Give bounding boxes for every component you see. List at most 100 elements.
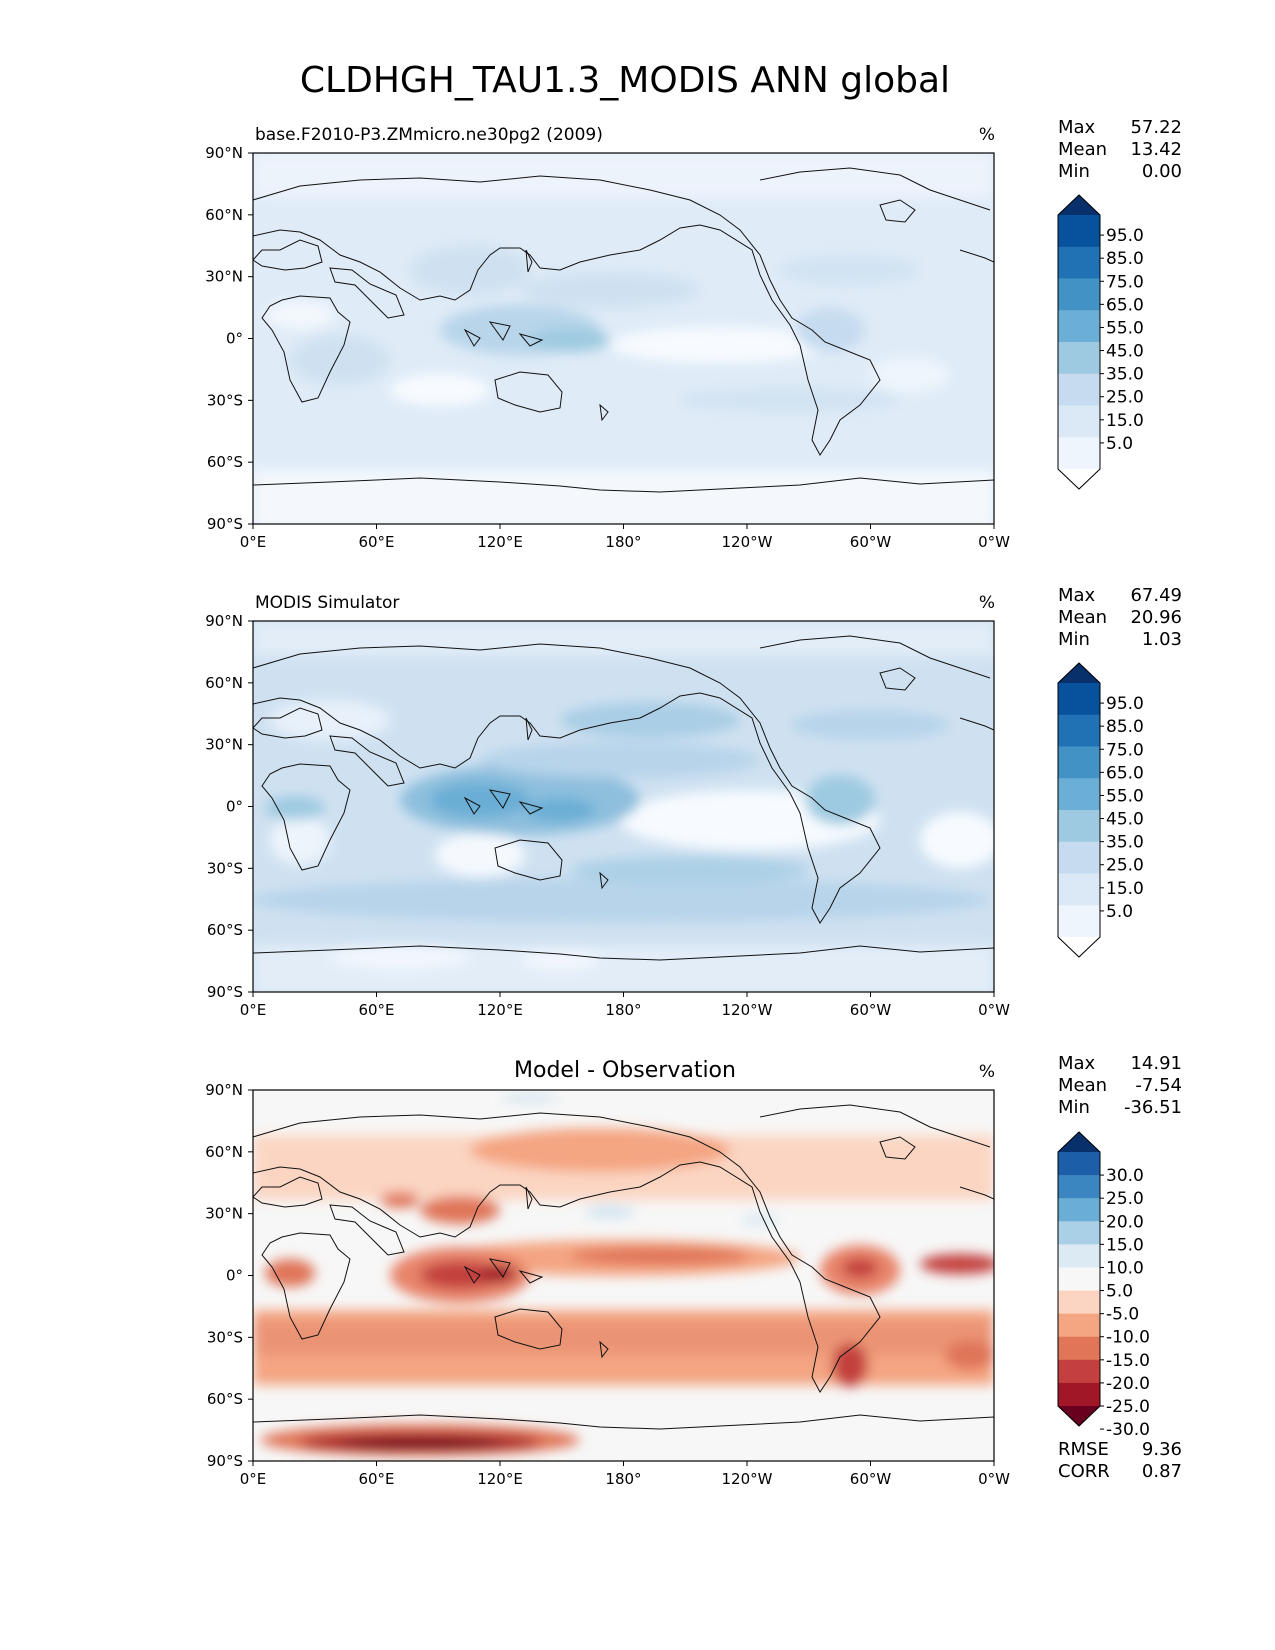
colorbar-segment	[1058, 1267, 1100, 1292]
lat-tick-label: 90°S	[207, 983, 243, 1001]
stat-mean-label: Mean	[1058, 607, 1107, 628]
panel-model-stats: Max 57.22 Mean 13.42 Min 0.00	[1058, 117, 1182, 182]
colorbar-label: 55.0	[1106, 318, 1144, 338]
stat-mean-label: Mean	[1058, 139, 1107, 160]
lat-tick-label: 30°N	[205, 1205, 243, 1223]
lon-tick-label: 60°E	[358, 1470, 394, 1488]
stat-min-value: 0.00	[1142, 161, 1182, 182]
colorbar-segment	[1058, 342, 1100, 375]
lon-tick-label: 60°W	[850, 1470, 892, 1488]
lon-tick-label: 120°E	[477, 1470, 523, 1488]
colorbar-label: 75.0	[1106, 740, 1144, 760]
stat-min-label: Min	[1058, 161, 1090, 182]
colorbar-label: 95.0	[1106, 694, 1144, 714]
panel-diff: Model - Observation %	[205, 1053, 1182, 1488]
lon-tick-label: 60°W	[850, 1001, 892, 1019]
panel-model-units: %	[979, 125, 995, 145]
panel-diff-extra-stats: RMSE 9.36 CORR 0.87	[1058, 1439, 1182, 1482]
colorbar-segment	[1058, 310, 1100, 343]
stat-corr-value: 0.87	[1142, 1461, 1182, 1482]
colorbar-label: 25.0	[1106, 388, 1144, 408]
colorbar-segment	[1058, 1290, 1100, 1315]
colorbar-label: 75.0	[1106, 272, 1144, 292]
lat-tick-label: 90°S	[207, 1452, 243, 1470]
panel-model-lon-axis: 0°E 60°E 120°E 180° 120°W 60°W 0°W	[240, 524, 1010, 551]
lat-tick-label: 30°N	[205, 268, 243, 286]
colorbar-segment	[1058, 905, 1100, 938]
lat-tick-label: 0°	[226, 330, 243, 348]
colorbar-label: 85.0	[1106, 249, 1144, 269]
colorbar-label: -15.0	[1106, 1351, 1150, 1371]
lon-tick-label: 120°E	[477, 1001, 523, 1019]
lon-tick-label: 0°W	[978, 1470, 1010, 1488]
colorbar-extend-bottom	[1058, 469, 1100, 489]
lat-tick-label: 30°S	[207, 1328, 243, 1346]
colorbar-segment	[1058, 246, 1100, 279]
colorbar-extend-bottom	[1058, 1406, 1100, 1426]
colorbar-label: 45.0	[1106, 810, 1144, 830]
lon-tick-label: 120°E	[477, 533, 523, 551]
colorbar-segment	[1058, 437, 1100, 470]
lat-tick-label: 60°S	[207, 453, 243, 471]
colorbar-segment	[1058, 1336, 1100, 1361]
colorbar-label: -10.0	[1106, 1328, 1150, 1348]
colorbar-label: 10.0	[1106, 1258, 1144, 1278]
stat-max-value: 57.22	[1130, 117, 1182, 138]
colorbar-label: 15.0	[1106, 411, 1144, 431]
panel-model: base.F2010-P3.ZMmicro.ne30pg2 (2009) %	[205, 117, 1182, 551]
colorbar-segment	[1058, 1313, 1100, 1338]
stat-max-label: Max	[1058, 117, 1096, 138]
lat-tick-label: 30°N	[205, 736, 243, 754]
colorbar-segment	[1058, 1175, 1100, 1199]
panel-obs-subtitle: MODIS Simulator	[255, 593, 399, 613]
lat-tick-label: 60°N	[205, 1143, 243, 1161]
panel-obs-stats: Max 67.49 Mean 20.96 Min 1.03	[1058, 585, 1182, 650]
colorbar-label: 35.0	[1106, 365, 1144, 385]
lon-tick-label: 120°W	[722, 1470, 773, 1488]
colorbar-label: 85.0	[1106, 717, 1144, 737]
lat-tick-label: 0°	[226, 1267, 243, 1285]
stat-min-label: Min	[1058, 629, 1090, 650]
stat-max-label: Max	[1058, 1053, 1096, 1074]
panel-obs-colorbar: 95.0 85.0 75.0 65.0 55.0 45.0 35.0 25.0 15.0 5.0	[1057, 662, 1144, 958]
colorbar-label: 30.0	[1106, 1166, 1144, 1186]
colorbar-label: 15.0	[1106, 879, 1144, 899]
lat-tick-label: 60°S	[207, 921, 243, 939]
lat-tick-label: 90°N	[205, 612, 243, 630]
colorbar-extend-top	[1058, 663, 1100, 683]
colorbar-label: 5.0	[1106, 902, 1133, 922]
colorbar-label: 65.0	[1106, 295, 1144, 315]
colorbar-segment	[1058, 714, 1100, 747]
lon-tick-label: 60°W	[850, 533, 892, 551]
panel-obs-units: %	[979, 593, 995, 613]
colorbar-label: 45.0	[1106, 342, 1144, 362]
lat-tick-label: 30°S	[207, 859, 243, 877]
lon-tick-label: 180°	[605, 1001, 641, 1019]
panel-diff-title: Model - Observation	[514, 1058, 736, 1083]
panel-diff-colorbar: 30.0 25.0 20.0 15.0 10.0 5.0 -5.0 -10.0 -15.0 -20…	[1057, 1131, 1150, 1440]
colorbar-segment	[1058, 1198, 1100, 1222]
stat-rmse-value: 9.36	[1142, 1439, 1182, 1460]
panel-diff-stats: Max 14.91 Mean -7.54 Min -36.51	[1058, 1053, 1182, 1118]
colorbar-segment	[1058, 810, 1100, 843]
lon-tick-label: 60°E	[358, 533, 394, 551]
colorbar-segment	[1058, 1244, 1100, 1268]
lon-tick-label: 0°W	[978, 533, 1010, 551]
colorbar-label: -20.0	[1106, 1374, 1150, 1394]
stat-max-label: Max	[1058, 585, 1096, 606]
colorbar-segment	[1058, 873, 1100, 906]
stat-min-value: -36.51	[1124, 1097, 1182, 1118]
lon-tick-label: 180°	[605, 1470, 641, 1488]
stat-rmse-label: RMSE	[1058, 1439, 1109, 1460]
colorbar-segment	[1058, 1152, 1100, 1176]
colorbar-extend-bottom	[1058, 937, 1100, 957]
colorbar-segment	[1058, 746, 1100, 779]
colorbar-segment	[1058, 778, 1100, 811]
panel-diff-units: %	[979, 1062, 995, 1082]
panel-model-map	[253, 153, 994, 524]
panel-diff-lon-axis: 0°E 60°E 120°E 180° 120°W 60°W 0°W	[240, 1461, 1010, 1488]
stat-mean-label: Mean	[1058, 1075, 1107, 1096]
lon-tick-label: 60°E	[358, 1001, 394, 1019]
panel-model-subtitle: base.F2010-P3.ZMmicro.ne30pg2 (2009)	[255, 125, 603, 145]
